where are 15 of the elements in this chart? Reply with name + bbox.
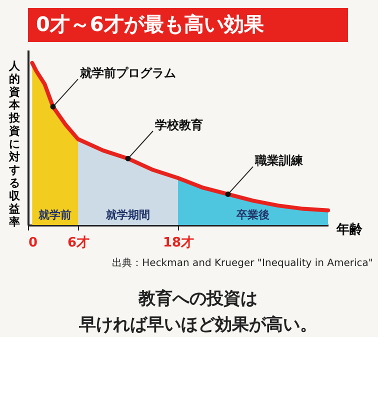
- text: 教育への投資は: [138, 288, 258, 309]
- x-tick-label: 0: [28, 236, 38, 250]
- x-tick-label: 18才: [162, 236, 194, 250]
- text: 早ければ早いほど効果が高い。: [78, 315, 317, 335]
- source-note: 出典：Heckman and Krueger "Inequality in America": [112, 257, 373, 269]
- series-label: 就学期間: [105, 208, 150, 222]
- annotation: 学校教育: [155, 118, 203, 132]
- series-label: 就学前: [38, 208, 72, 222]
- annotation: 就学前プログラム: [79, 66, 176, 80]
- annotation: 職業訓練: [254, 154, 304, 168]
- x-tick-label: 6才: [67, 236, 90, 250]
- chart-title: 0才～6才が最も高い効果: [36, 12, 265, 36]
- text: 人的資本投資に対する収益率: [9, 60, 20, 228]
- series-label: 卒業後: [236, 208, 270, 222]
- x-axis-title: 年齢: [336, 222, 364, 238]
